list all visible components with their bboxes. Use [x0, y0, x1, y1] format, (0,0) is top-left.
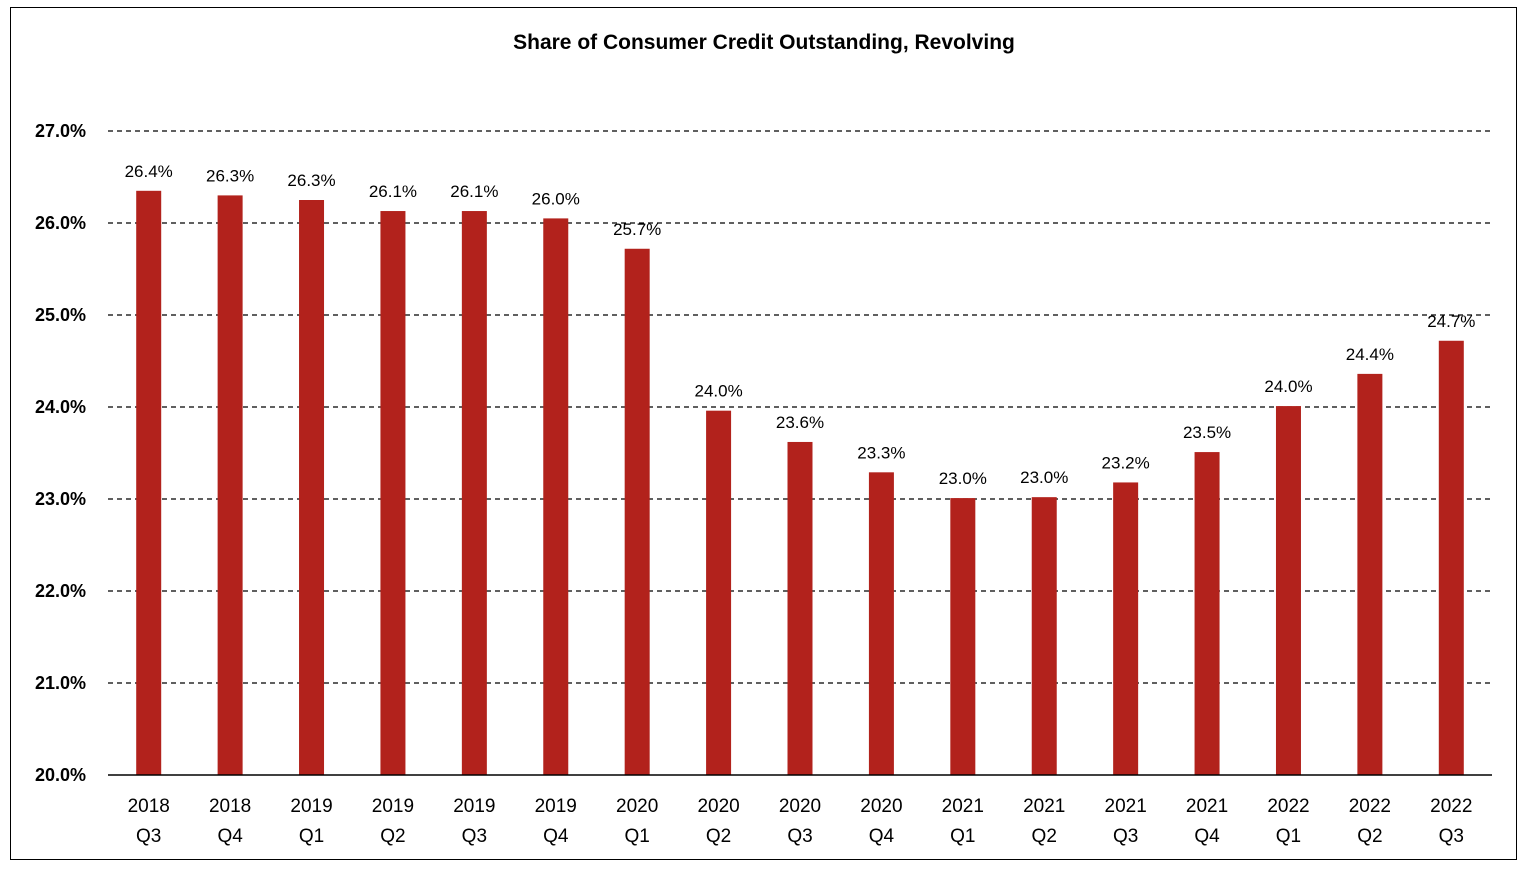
x-tick-quarter: Q3 [1439, 826, 1464, 847]
chart-title: Share of Consumer Credit Outstanding, Re… [513, 31, 1015, 54]
data-label: 26.0% [532, 189, 580, 208]
x-tick-year: 2021 [942, 796, 984, 817]
data-label: 23.5% [1183, 423, 1231, 442]
y-tick-label: 26.0% [35, 213, 86, 233]
x-tick-year: 2018 [209, 796, 251, 817]
bar [1194, 452, 1220, 775]
x-tick-year: 2022 [1430, 796, 1472, 817]
bar [624, 248, 650, 775]
y-tick-label: 23.0% [35, 489, 86, 509]
data-label: 23.3% [857, 443, 905, 462]
x-tick-year: 2019 [453, 796, 495, 817]
bar [787, 441, 813, 775]
x-tick-quarter: Q2 [706, 826, 731, 847]
gridlines [108, 130, 1492, 684]
data-label: 23.6% [776, 413, 824, 432]
x-tick-year: 2019 [372, 796, 414, 817]
data-label: 26.4% [125, 162, 173, 181]
bar [950, 498, 976, 775]
x-tick-quarter: Q3 [1113, 826, 1138, 847]
data-labels: 26.4% 26.3% 26.3% 26.1% 26.1% 26.0% 25.7% 24.0%… [125, 162, 1476, 488]
x-tick-year: 2021 [1023, 796, 1065, 817]
x-tick-year: 2020 [616, 796, 658, 817]
bar [461, 211, 487, 776]
bar [706, 410, 732, 775]
x-tick-quarter: Q1 [1276, 826, 1301, 847]
bar [1438, 340, 1464, 775]
x-tick-quarter: Q4 [217, 826, 243, 847]
x-tick-year: 2022 [1349, 796, 1391, 817]
y-tick-label: 25.0% [35, 305, 86, 325]
x-tick-quarter: Q3 [136, 826, 161, 847]
x-tick-quarter: Q4 [869, 826, 895, 847]
x-tick-quarter: Q3 [462, 826, 487, 847]
x-axis-ticks: 2018 Q3 2018 Q4 2019 Q1 2019 Q2 2019 Q3 2019 Q4 2020… [128, 796, 1473, 847]
x-tick-quarter: Q1 [299, 826, 324, 847]
x-tick-quarter: Q4 [543, 826, 569, 847]
x-tick-quarter: Q2 [1032, 826, 1057, 847]
x-tick-quarter: Q2 [1357, 826, 1382, 847]
bar [1275, 406, 1301, 775]
x-tick-quarter: Q1 [950, 826, 975, 847]
bar [380, 211, 406, 776]
data-label: 25.7% [613, 220, 661, 239]
y-tick-label: 21.0% [35, 673, 86, 693]
bar [299, 200, 325, 775]
x-tick-year: 2022 [1267, 796, 1309, 817]
y-tick-label: 22.0% [35, 581, 86, 601]
data-label: 24.7% [1427, 312, 1475, 331]
x-tick-year: 2018 [128, 796, 170, 817]
data-label: 26.3% [287, 171, 335, 190]
x-tick-year: 2021 [1105, 796, 1147, 817]
bar [136, 190, 162, 776]
data-label: 23.2% [1102, 453, 1150, 472]
x-tick-year: 2021 [1186, 796, 1228, 817]
x-tick-year: 2020 [697, 796, 739, 817]
data-label: 24.0% [694, 382, 742, 401]
y-tick-label: 27.0% [35, 121, 86, 141]
data-label: 26.1% [369, 182, 417, 201]
data-label: 24.0% [1264, 377, 1312, 396]
x-tick-year: 2020 [779, 796, 821, 817]
bars [136, 190, 1464, 776]
bar [543, 218, 569, 775]
y-tick-label: 20.0% [35, 765, 86, 785]
x-tick-year: 2020 [860, 796, 902, 817]
x-tick-quarter: Q3 [787, 826, 812, 847]
data-label: 23.0% [1020, 468, 1068, 487]
data-label: 26.1% [450, 182, 498, 201]
data-label: 26.3% [206, 166, 254, 185]
data-label: 24.4% [1346, 345, 1394, 364]
x-tick-quarter: Q2 [380, 826, 405, 847]
bar [1113, 482, 1139, 775]
data-label: 23.0% [939, 469, 987, 488]
bar [1357, 373, 1383, 775]
bar [217, 195, 243, 775]
bar [1031, 497, 1057, 775]
bar [868, 472, 894, 775]
x-tick-quarter: Q1 [624, 826, 649, 847]
x-tick-year: 2019 [535, 796, 577, 817]
x-tick-quarter: Q4 [1194, 826, 1220, 847]
x-tick-year: 2019 [290, 796, 332, 817]
y-tick-label: 24.0% [35, 397, 86, 417]
y-axis-ticks: 20.0% 21.0% 22.0% 23.0% 24.0% 25.0% 26.0% 27.0% [35, 121, 86, 785]
chart-frame [10, 7, 1517, 860]
